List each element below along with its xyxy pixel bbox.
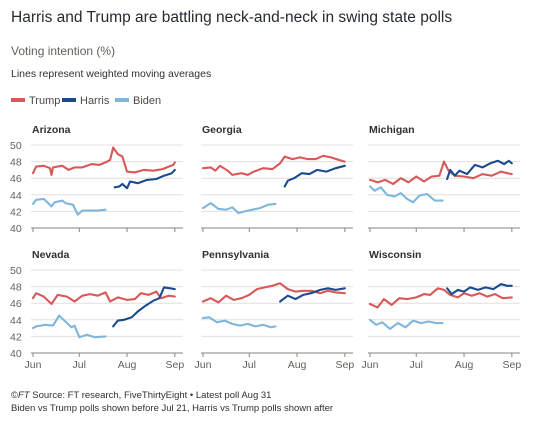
- source-copyright: ©: [11, 390, 18, 401]
- series-line-arizona-trump: [31, 146, 176, 176]
- series-line-wisconsin-trump: [368, 287, 513, 309]
- method-note: Biden vs Trump polls shown before Jul 21…: [11, 403, 334, 414]
- legend-item-biden: Biden: [115, 95, 161, 107]
- series-line-wisconsin-biden: [368, 318, 444, 330]
- series-line-arizona-harris: [113, 168, 176, 190]
- series-line-arizona-biden: [31, 197, 107, 216]
- series-line-michigan-biden: [368, 185, 444, 204]
- series-line-wisconsin-harris: [446, 283, 513, 296]
- legend-item-trump: Trump: [11, 95, 60, 107]
- legend-label-biden: Biden: [133, 95, 162, 107]
- y-tick-label-arizona-42: 42: [10, 206, 22, 218]
- panel-title-wisconsin: Wisconsin: [369, 249, 421, 261]
- y-tick-label-arizona-50: 50: [10, 140, 22, 152]
- x-tick-label-wisconsin-aug: Aug: [455, 359, 474, 371]
- series-line-georgia-biden: [201, 202, 277, 215]
- y-tick-label-nevada-50: 50: [10, 265, 22, 277]
- chart-note: Lines represent weighted moving averages: [11, 68, 212, 80]
- y-tick-label-nevada-42: 42: [10, 331, 22, 343]
- x-tick-label-nevada-sep: Sep: [165, 359, 184, 371]
- panel-title-pennsylvania: Pennsylvania: [202, 249, 269, 261]
- series-line-pennsylvania-biden: [201, 316, 277, 329]
- legend-swatch-trump: [11, 98, 25, 103]
- x-tick-label-pennsylvania-aug: Aug: [288, 359, 307, 371]
- source-text: Source: FT research, FiveThirtyEight • L…: [29, 390, 272, 401]
- legend-swatch-biden: [115, 98, 129, 103]
- y-tick-label-arizona-40: 40: [10, 223, 22, 235]
- series-line-michigan-trump: [368, 160, 513, 186]
- x-tick-label-pennsylvania-sep: Sep: [335, 359, 354, 371]
- panel-title-nevada: Nevada: [32, 249, 70, 261]
- chart-subtitle: Voting intention (%): [11, 44, 116, 58]
- legend-item-harris: Harris: [62, 95, 109, 107]
- x-tick-label-pennsylvania-jun: Jun: [195, 359, 212, 371]
- panel-title-georgia: Georgia: [202, 124, 242, 136]
- series-line-nevada-biden: [31, 314, 107, 339]
- series-line-michigan-harris: [446, 159, 513, 181]
- y-tick-label-arizona-44: 44: [10, 190, 22, 202]
- source-ft: FT: [18, 390, 30, 401]
- x-tick-label-pennsylvania-jul: Jul: [243, 359, 256, 371]
- small-multiples-chart: Arizona 40 42 44 46 48 50 Georgia Michigan Nevada…: [10, 124, 521, 371]
- series-line-georgia-harris: [283, 164, 346, 188]
- series-line-georgia-trump: [201, 154, 346, 176]
- y-tick-label-nevada-46: 46: [10, 298, 22, 310]
- legend-label-trump: Trump: [29, 95, 61, 107]
- y-tick-label-arizona-48: 48: [10, 157, 22, 169]
- x-tick-label-nevada-aug: Aug: [118, 359, 137, 371]
- x-tick-label-wisconsin-sep: Sep: [502, 359, 521, 371]
- panel-title-michigan: Michigan: [369, 124, 415, 136]
- source-note: ©FT Source: FT research, FiveThirtyEight…: [11, 390, 271, 401]
- panel-title-arizona: Arizona: [32, 124, 71, 136]
- y-tick-label-nevada-48: 48: [10, 282, 22, 294]
- series-line-nevada-trump: [31, 290, 176, 306]
- x-tick-label-wisconsin-jul: Jul: [410, 359, 423, 371]
- y-tick-label-nevada-44: 44: [10, 315, 22, 327]
- x-tick-label-nevada-jul: Jul: [73, 359, 86, 371]
- chart-title: Harris and Trump are battling neck-and-n…: [11, 9, 453, 26]
- series-line-nevada-harris: [112, 286, 176, 328]
- legend-label-harris: Harris: [80, 95, 110, 107]
- series-line-pennsylvania-harris: [279, 287, 346, 303]
- y-tick-label-nevada-40: 40: [10, 348, 22, 360]
- legend-swatch-harris: [62, 98, 76, 103]
- y-tick-label-arizona-46: 46: [10, 173, 22, 185]
- x-tick-label-wisconsin-jun: Jun: [362, 359, 379, 371]
- series-line-pennsylvania-trump: [201, 282, 346, 304]
- x-tick-label-nevada-jun: Jun: [25, 359, 42, 371]
